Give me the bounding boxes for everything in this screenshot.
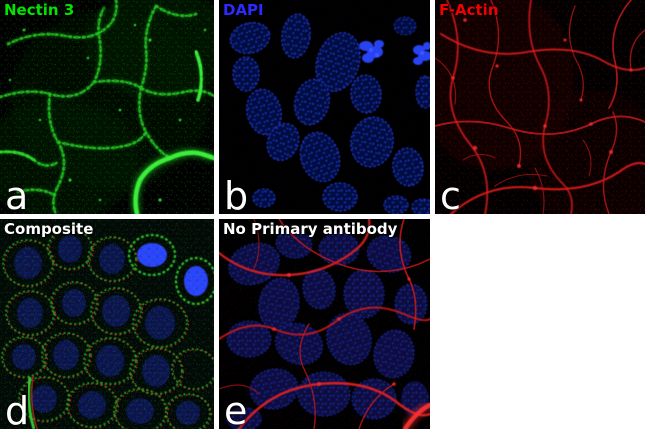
micrograph-composite bbox=[0, 219, 214, 429]
panel-nectin3: Nectin 3 a bbox=[0, 0, 214, 214]
micrograph-nectin3-green bbox=[0, 0, 214, 214]
panel-letter-d: d bbox=[5, 389, 30, 429]
panel-letter-c: c bbox=[440, 174, 461, 214]
panel-composite: Composite d bbox=[0, 219, 214, 429]
channel-label-factin: F-Actin bbox=[439, 1, 499, 19]
panel-no-primary: No Primary antibody e bbox=[219, 219, 430, 429]
channel-label-dapi: DAPI bbox=[223, 1, 264, 19]
panel-letter-e: e bbox=[224, 389, 248, 429]
channel-label-nectin3: Nectin 3 bbox=[4, 1, 75, 19]
channel-label-no-primary: No Primary antibody bbox=[223, 220, 398, 238]
micrograph-no-primary bbox=[219, 219, 430, 429]
panel-factin: F-Actin c bbox=[435, 0, 645, 214]
micrograph-dapi-blue bbox=[219, 0, 430, 214]
panel-dapi: DAPI b bbox=[219, 0, 430, 214]
panel-letter-a: a bbox=[5, 174, 29, 214]
channel-label-composite: Composite bbox=[4, 220, 94, 238]
micrograph-factin-red bbox=[435, 0, 645, 214]
panel-letter-b: b bbox=[224, 174, 249, 214]
